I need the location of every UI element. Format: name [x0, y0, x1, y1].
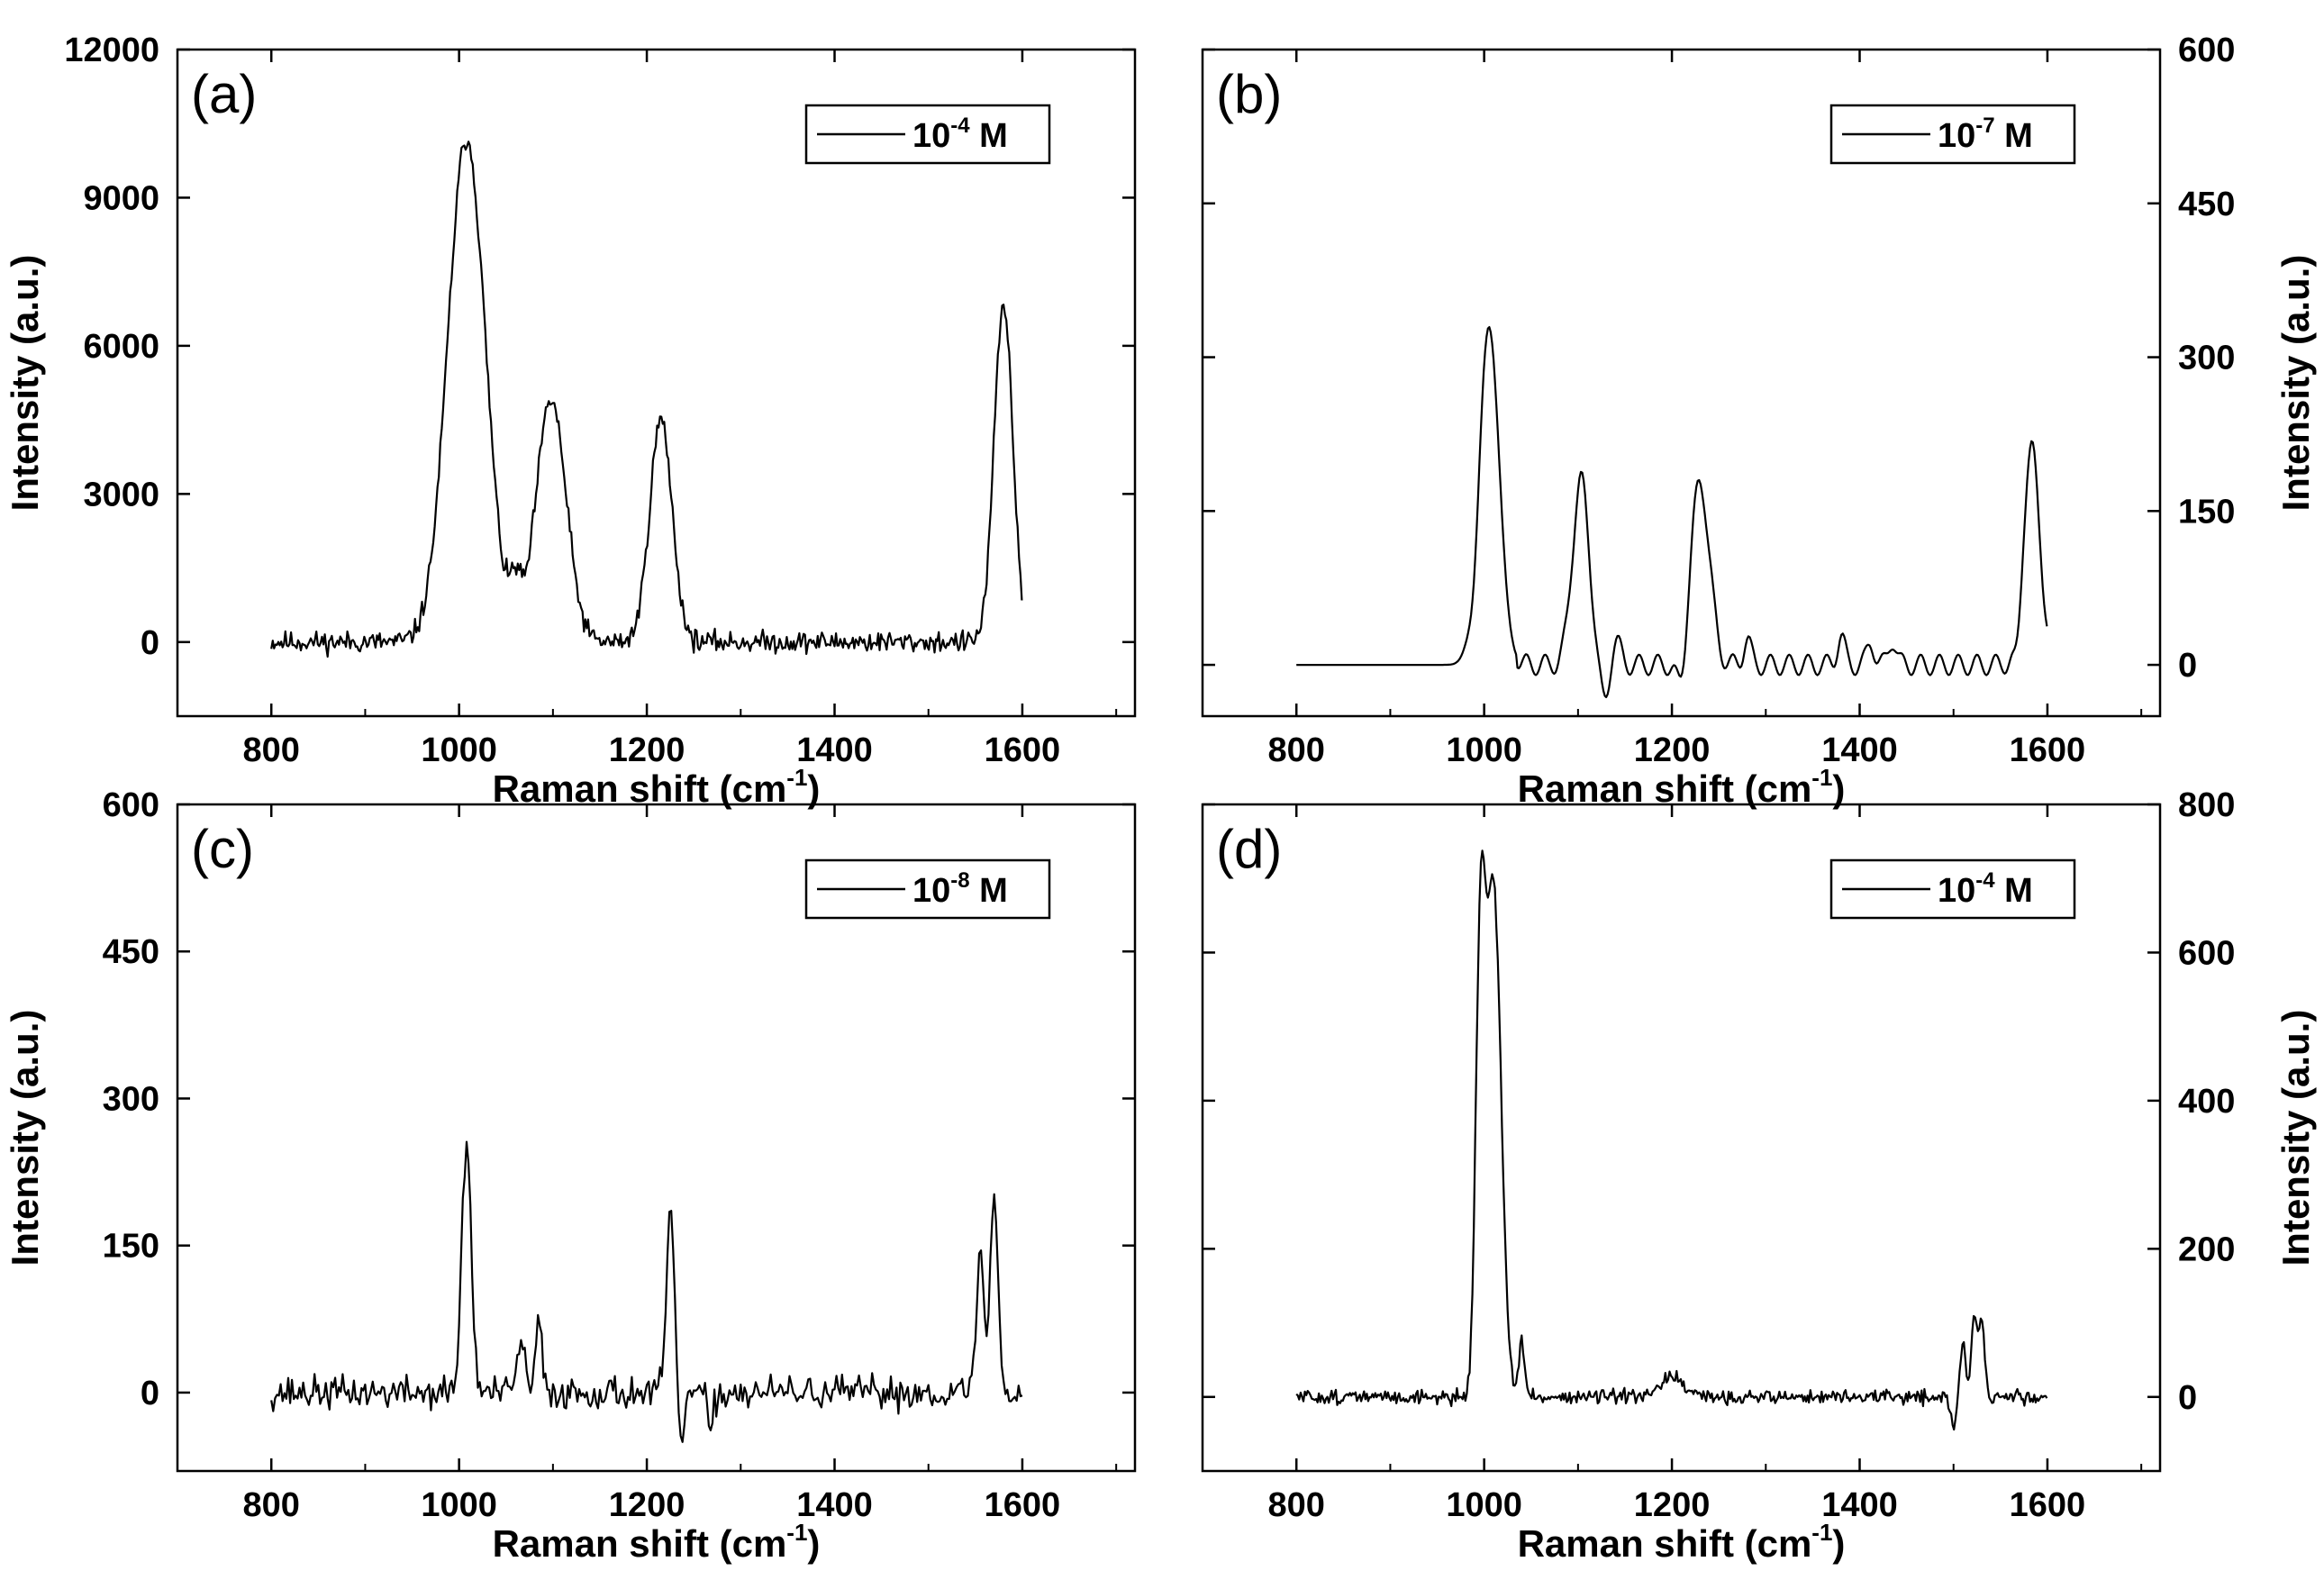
x-axis-title-text: Raman shift (cm [1518, 1522, 1812, 1565]
chart-panel-3: 800 1000 1200 1400 1600 0 200 400 600 800 Raman sh… [1201, 786, 2317, 1565]
legend-base: 10 [1938, 117, 1975, 155]
panel-label: (c) [191, 819, 254, 879]
y-tick-label: 12000 [64, 32, 159, 69]
y-tick-label: 9000 [83, 179, 159, 217]
x-tick-label: 1000 [1446, 1486, 1522, 1524]
y-tick-label: 450 [2178, 186, 2235, 223]
legend-label: 10-7 M [1938, 114, 2033, 155]
legend-exponent: -4 [1975, 868, 1995, 893]
legend-base: 10 [912, 117, 950, 155]
legend-base: 10 [1938, 872, 1975, 910]
x-tick-label: 1200 [1634, 1486, 1711, 1524]
chart-panel-0: 800 1000 1200 1400 1600 0 3000 6000 9000 12000 Ram… [4, 32, 1137, 810]
legend-unit: M [1995, 117, 2033, 155]
x-axis-title-sup: -1 [786, 764, 807, 791]
x-tick-label: 800 [243, 1486, 300, 1524]
x-tick-label: 800 [1268, 731, 1325, 769]
legend-base: 10 [912, 872, 950, 910]
x-tick-label: 1600 [2010, 1486, 2086, 1524]
y-tick-label: 6000 [83, 328, 159, 366]
series-line [1295, 849, 2048, 1431]
chart-panel-2: 800 1000 1200 1400 1600 0 150 300 450 600 Raman sh… [4, 786, 1137, 1565]
x-tick-label: 1000 [1446, 731, 1522, 769]
legend: 10-8 M [804, 858, 1051, 920]
chart-panel-1: 800 1000 1200 1400 1600 0 150 300 450 600 Raman sh… [1201, 32, 2317, 810]
x-axis-title-text: Raman shift (cm [493, 767, 787, 810]
panel-label: (a) [191, 64, 257, 124]
x-axis-title-text: Raman shift (cm [493, 1522, 787, 1565]
legend-exponent: -4 [950, 114, 970, 138]
x-axis-title-close: ) [807, 767, 820, 810]
y-axis-title: Intensity (a.u.) [4, 1010, 46, 1267]
legend: 10-4 M [804, 104, 1051, 165]
x-tick-label: 1200 [609, 731, 685, 769]
legend-exponent: -8 [950, 868, 969, 893]
plot-frame [1201, 803, 2162, 1473]
series-line [270, 141, 1023, 658]
y-tick-label: 200 [2178, 1230, 2235, 1268]
legend-label: 10-4 M [912, 114, 1008, 155]
x-tick-label: 1200 [1634, 731, 1711, 769]
x-tick-label: 1400 [796, 731, 873, 769]
x-axis-title-close: ) [1832, 767, 1845, 810]
legend-unit: M [1995, 872, 2033, 910]
x-tick-label: 1400 [796, 1486, 873, 1524]
panel-label: (b) [1216, 64, 1282, 124]
series-line [270, 1140, 1023, 1443]
y-tick-label: 150 [103, 1228, 159, 1266]
y-tick-label: 0 [2178, 1379, 2197, 1417]
y-tick-label: 300 [2178, 340, 2235, 377]
plot-frame [176, 48, 1137, 718]
legend-unit: M [970, 117, 1008, 155]
y-tick-label: 450 [103, 933, 159, 971]
x-axis-title: Raman shift (cm-1) [1518, 764, 1846, 810]
x-axis-title-sup: -1 [786, 1519, 807, 1546]
x-tick-label: 1200 [609, 1486, 685, 1524]
x-tick-label: 1600 [985, 1486, 1061, 1524]
legend-label: 10-8 M [912, 868, 1008, 910]
x-axis-title-close: ) [807, 1522, 820, 1565]
legend: 10-7 M [1829, 104, 2076, 165]
x-tick-label: 1400 [1821, 731, 1898, 769]
x-axis-title-close: ) [1832, 1522, 1845, 1565]
legend: 10-4 M [1829, 858, 2076, 920]
y-tick-label: 300 [103, 1080, 159, 1118]
y-tick-label: 600 [2178, 32, 2235, 69]
plot-frame [1201, 48, 2162, 718]
y-axis-title: Intensity (a.u.) [4, 255, 46, 512]
y-tick-label: 150 [2178, 493, 2235, 531]
x-tick-label: 800 [243, 731, 300, 769]
y-tick-label: 400 [2178, 1083, 2235, 1121]
y-tick-label: 3000 [83, 476, 159, 513]
y-axis-title: Intensity (a.u.) [2274, 1010, 2317, 1267]
legend-exponent: -7 [1975, 114, 1994, 138]
x-tick-label: 800 [1268, 1486, 1325, 1524]
series-line [1296, 326, 2048, 699]
y-tick-label: 0 [141, 1375, 159, 1412]
y-axis-title: Intensity (a.u.) [2274, 255, 2317, 512]
panel-label: (d) [1216, 819, 1282, 879]
x-axis-title: Raman shift (cm-1) [493, 764, 821, 810]
x-tick-label: 1600 [985, 731, 1061, 769]
y-tick-label: 800 [2178, 786, 2235, 824]
x-axis-title: Raman shift (cm-1) [1518, 1519, 1846, 1565]
y-tick-label: 600 [103, 786, 159, 824]
legend-unit: M [970, 872, 1008, 910]
plot-frame [176, 803, 1137, 1473]
x-axis-title: Raman shift (cm-1) [493, 1519, 821, 1565]
x-axis-title-sup: -1 [1811, 764, 1832, 791]
x-axis-title-sup: -1 [1811, 1519, 1832, 1546]
x-tick-label: 1600 [2010, 731, 2086, 769]
x-axis-title-text: Raman shift (cm [1518, 767, 1812, 810]
x-tick-label: 1000 [421, 731, 497, 769]
y-tick-label: 0 [141, 624, 159, 662]
y-tick-label: 0 [2178, 647, 2197, 685]
x-tick-label: 1400 [1821, 1486, 1898, 1524]
x-tick-label: 1000 [421, 1486, 497, 1524]
y-tick-label: 600 [2178, 934, 2235, 972]
legend-label: 10-4 M [1938, 868, 2033, 910]
